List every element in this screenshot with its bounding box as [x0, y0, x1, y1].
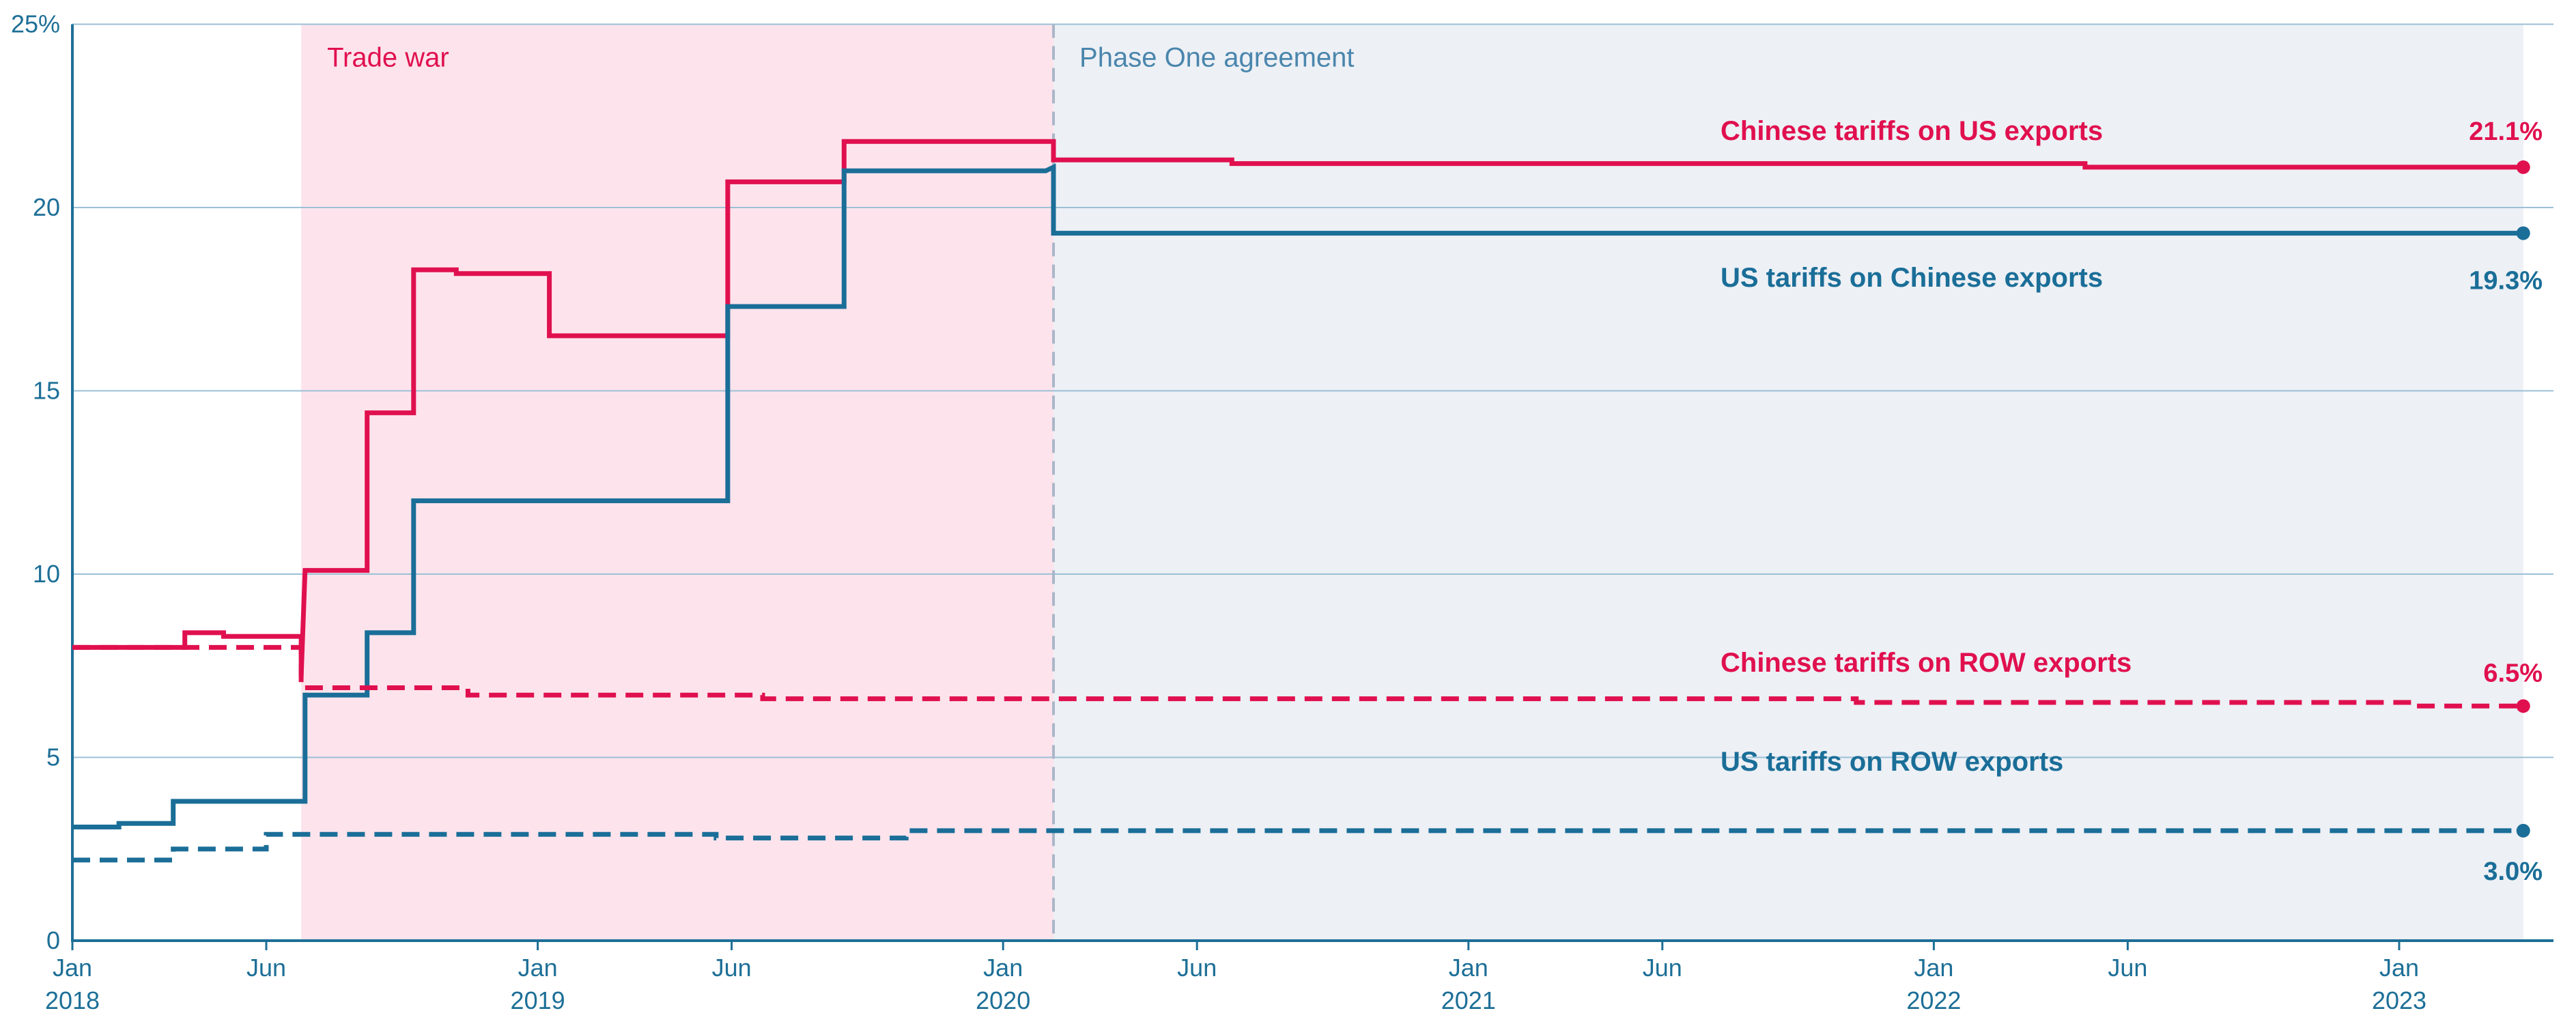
- x-tick-month-1: Jun: [246, 954, 286, 982]
- series-end-label-3: 3.0%: [2483, 857, 2543, 886]
- series-line-3: [72, 828, 2523, 863]
- series-end-label-1: 19.3%: [2469, 267, 2543, 296]
- series-label-3: US tariffs on ROW exports: [1721, 747, 2063, 777]
- series-end-dot-3: [2516, 823, 2530, 838]
- x-tick-year-10: 2023: [2372, 986, 2426, 1014]
- x-tick-month-6: Jan: [1449, 954, 1488, 982]
- series-line-0: [72, 139, 2523, 677]
- series-line-1: [72, 163, 2523, 829]
- x-tick-month-3: Jun: [712, 954, 752, 982]
- series-end-dot-1: [2516, 226, 2530, 240]
- series-line-2: [72, 644, 2523, 709]
- period-band-1: [1053, 24, 2523, 941]
- x-tick-month-5: Jun: [1177, 954, 1217, 982]
- x-tick-month-4: Jan: [983, 954, 1023, 982]
- x-tick-month-2: Jan: [518, 954, 558, 982]
- y-tick-label-5: 25%: [11, 10, 60, 38]
- x-tick-year-0: 2018: [45, 986, 100, 1014]
- x-tick-year-4: 2020: [976, 986, 1030, 1014]
- series-label-0: Chinese tariffs on US exports: [1721, 116, 2103, 146]
- period-label-0: Trade war: [327, 43, 449, 73]
- series-label-2: Chinese tariffs on ROW exports: [1721, 648, 2132, 678]
- y-tick-label-3: 15: [33, 377, 60, 405]
- x-tick-year-2: 2019: [511, 986, 565, 1014]
- x-tick-year-6: 2021: [1441, 986, 1496, 1014]
- period-bands: [301, 24, 2523, 941]
- series-end-dot-0: [2516, 160, 2530, 174]
- x-tick-month-8: Jan: [1914, 954, 1953, 982]
- gridlines: [72, 23, 2553, 758]
- y-tick-label-1: 5: [46, 743, 60, 771]
- series-end-label-2: 6.5%: [2483, 659, 2543, 687]
- x-tick-month-9: Jun: [2108, 954, 2147, 982]
- series-end-dot-2: [2516, 699, 2530, 713]
- y-tick-label-4: 20: [33, 193, 60, 221]
- x-tick-month-7: Jun: [1643, 954, 1682, 982]
- x-tick-year-8: 2022: [1906, 986, 1961, 1014]
- y-tick-label-2: 10: [33, 560, 60, 588]
- y-tick-label-0: 0: [46, 926, 60, 954]
- axes: 0 5 10 15 20 25% Jan 2018 Jun Jan 2019 Jun Jan 2020 Ju…: [11, 10, 2553, 1014]
- x-tick-month-0: Jan: [53, 954, 92, 982]
- period-band-0: [301, 24, 1054, 941]
- chart-labels: Trade war Phase One agreement Chinese tari…: [327, 43, 2543, 886]
- series-label-1: US tariffs on Chinese exports: [1721, 263, 2103, 293]
- series-lines: [72, 139, 2530, 863]
- series-end-label-0: 21.1%: [2469, 117, 2543, 146]
- period-label-1: Phase One agreement: [1079, 43, 1354, 73]
- x-tick-month-10: Jan: [2379, 954, 2419, 982]
